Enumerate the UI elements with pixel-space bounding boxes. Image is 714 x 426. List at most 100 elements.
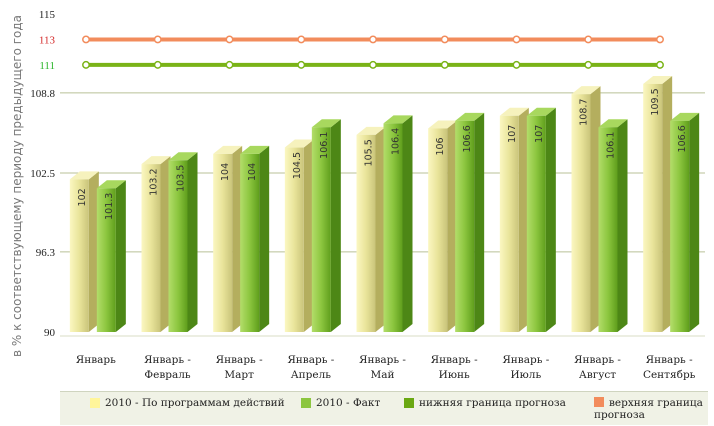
data-label: 106.1: [319, 132, 330, 159]
data-label: 106.1: [606, 132, 617, 159]
line-marker: [584, 60, 593, 69]
bar-side: [160, 156, 171, 332]
bars-layer: [69, 75, 700, 333]
legend-swatch-plan: [90, 398, 100, 408]
bar-side: [545, 107, 556, 332]
x-tick-label: Январь -: [646, 354, 693, 366]
data-label: 106: [435, 137, 446, 155]
legend-item-plan: 2010 - По программам действий: [90, 397, 285, 409]
legend-item-fact: 2010 - Факт: [301, 397, 380, 409]
bar-top: [598, 119, 628, 128]
line-marker: [82, 60, 90, 69]
legend-label-plan: 2010 - По программам действий: [105, 397, 285, 409]
x-tick-label: Март: [224, 369, 254, 381]
bar: [670, 120, 690, 333]
legend-label-fact: 2010 - Факт: [316, 397, 381, 409]
data-label: 103.5: [176, 165, 187, 192]
labels-layer: 102 101.3 Январь 103.2 103.5 Январь - Февраль 1…: [76, 88, 696, 381]
data-label: 107: [507, 125, 518, 143]
bar-side: [375, 126, 386, 332]
bar-top: [69, 171, 99, 180]
bar-side: [303, 139, 314, 332]
data-label: 102: [77, 188, 88, 206]
x-tick-label: Январь -: [359, 354, 406, 366]
line-marker: [225, 35, 234, 44]
bar: [168, 160, 188, 332]
bar-top: [311, 119, 341, 128]
legend-swatch-lower-bound: [404, 398, 414, 408]
legend-swatch-upper-bound: [594, 397, 604, 407]
bar: [240, 153, 260, 332]
bar-side: [88, 171, 99, 332]
x-tick-label: Январь -: [216, 354, 263, 366]
bar: [213, 153, 233, 332]
bar: [428, 128, 448, 332]
bar-top: [455, 112, 485, 121]
data-label: 107: [534, 125, 545, 143]
data-label: 106.6: [462, 125, 473, 152]
bar-side: [518, 107, 529, 332]
bar-top: [670, 112, 700, 121]
data-label: 106.6: [677, 125, 688, 152]
line-marker: [225, 60, 234, 69]
x-tick-label: Апрель: [291, 369, 332, 381]
line-marker: [440, 60, 449, 69]
bar-side: [474, 112, 485, 333]
y-tick-label: 115: [39, 9, 56, 21]
bar-top: [643, 75, 673, 84]
line-marker: [153, 35, 162, 44]
bar-top: [428, 120, 458, 129]
bar: [383, 123, 403, 332]
bar-side: [259, 145, 270, 332]
bar-top: [526, 107, 556, 116]
x-tick-label: Январь -: [144, 354, 191, 366]
line-marker: [369, 60, 377, 69]
bar: [526, 115, 546, 332]
line-marker: [297, 35, 306, 44]
bar-top: [240, 145, 270, 154]
bar: [311, 127, 331, 332]
line-marker: [512, 35, 521, 44]
bar-top: [499, 107, 529, 116]
line-marker: [584, 35, 593, 44]
data-label: 108.7: [579, 99, 590, 126]
bar-side: [115, 180, 126, 332]
x-tick-label: Июль: [510, 369, 541, 381]
y-tick-label: 111: [39, 60, 55, 72]
bar: [141, 164, 161, 332]
bar: [284, 147, 304, 332]
bar: [571, 94, 591, 332]
bar: [356, 134, 376, 332]
bar: [69, 179, 89, 332]
data-label: 104: [220, 163, 231, 181]
bar-top: [168, 152, 198, 161]
bar-top: [96, 180, 126, 189]
y-tick-label: 113: [39, 34, 56, 46]
legend-swatch-fact: [301, 398, 311, 408]
bar-side: [662, 75, 673, 333]
x-tick-label: Январь: [76, 354, 116, 366]
data-label: 105.5: [364, 139, 375, 166]
bar-side: [330, 119, 341, 332]
line-marker: [440, 35, 449, 44]
x-tick-label: Январь -: [502, 354, 549, 366]
x-tick-label: Январь -: [574, 354, 621, 366]
bar-side: [187, 152, 198, 332]
x-tick-label: Январь -: [431, 354, 478, 366]
data-label: 104.5: [292, 152, 303, 179]
y-tick-label: 96.3: [36, 247, 56, 259]
data-label: 106.4: [391, 128, 402, 155]
bar-side: [402, 115, 413, 332]
y-tick-label: 90: [44, 327, 56, 339]
bar: [455, 120, 475, 333]
line-marker: [656, 60, 664, 69]
bar-top: [284, 139, 314, 148]
legend-item-upper-bound: верхняя граница прогноза: [594, 397, 714, 421]
bar: [643, 83, 663, 333]
x-tick-label: Август: [579, 369, 616, 381]
legend-label-upper-bound: верхняя граница прогноза: [594, 397, 703, 421]
y-axis: 90 96.3 102.5 108.8 111 113 115: [30, 9, 55, 339]
bar-side: [689, 112, 700, 333]
data-label: 104: [247, 163, 258, 181]
bar: [499, 115, 519, 332]
